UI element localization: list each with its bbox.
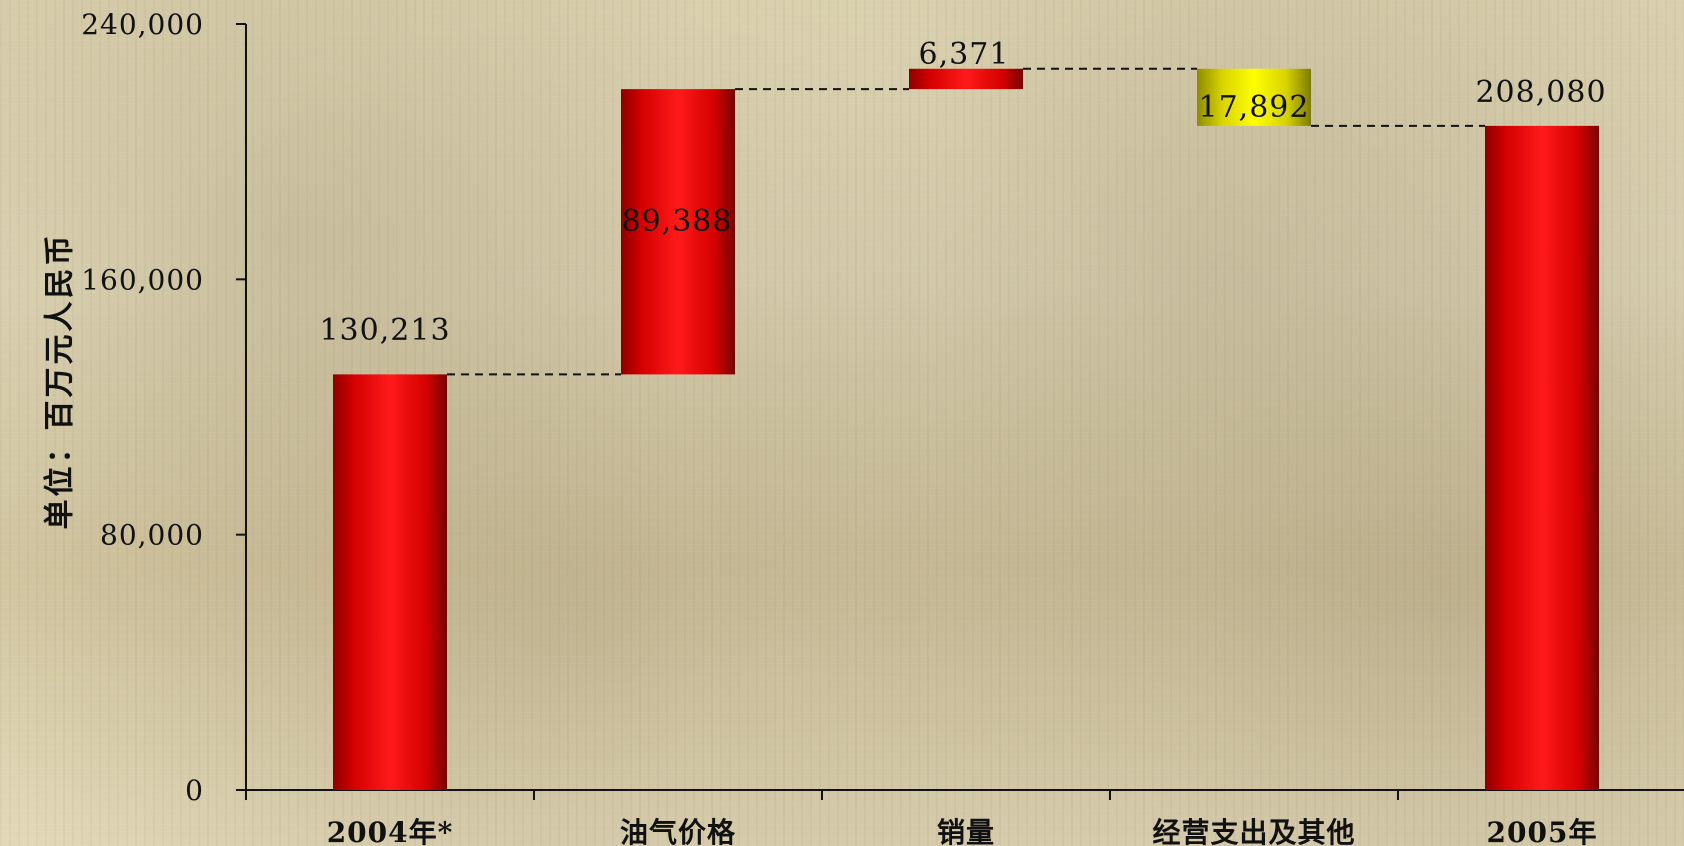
bar-5 [1485, 125, 1599, 791]
bar-4 [1197, 68, 1311, 126]
data-label-5: 208,080 [1475, 75, 1606, 110]
data-label-2: 89,388 [622, 204, 733, 239]
y-tick-label-0: 0 [185, 774, 204, 807]
data-label-4: 17,892 [1199, 90, 1310, 125]
x-tick-label-2: 销量 [937, 816, 995, 846]
y-tick-label-2: 160,000 [81, 263, 204, 296]
bar-2 [621, 89, 735, 375]
x-tick-label-3: 经营支出及其他 [1152, 816, 1355, 846]
data-label-3: 6,371 [919, 37, 1010, 72]
x-tick-label-1: 油气价格 [620, 816, 736, 846]
y-tick-label-1: 80,000 [100, 519, 204, 552]
bar-1 [333, 374, 447, 790]
data-label-1: 130,213 [319, 313, 450, 348]
x-tick-label-0: 2004年* [327, 816, 454, 846]
chart-axes [245, 24, 1684, 791]
x-tick-label-4: 2005年 [1487, 816, 1598, 846]
bar-3 [909, 68, 1023, 90]
y-tick-label-3: 240,000 [81, 8, 204, 41]
